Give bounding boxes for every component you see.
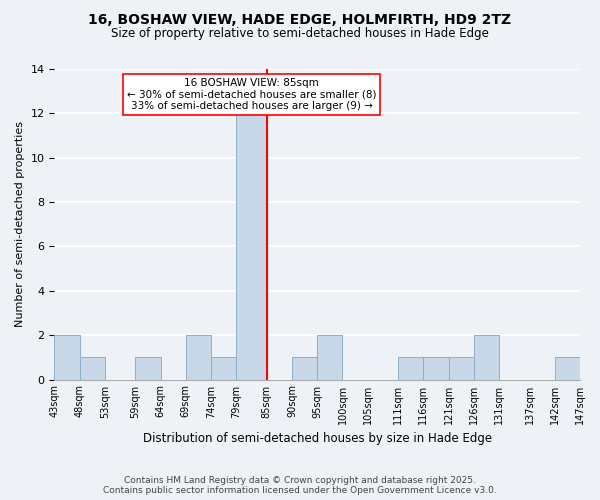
Text: 16, BOSHAW VIEW, HADE EDGE, HOLMFIRTH, HD9 2TZ: 16, BOSHAW VIEW, HADE EDGE, HOLMFIRTH, H… <box>88 12 512 26</box>
Bar <box>211 358 236 380</box>
Bar <box>424 358 449 380</box>
Bar <box>55 335 80 380</box>
Bar <box>186 335 211 380</box>
Bar <box>292 358 317 380</box>
Bar <box>398 358 424 380</box>
Text: Size of property relative to semi-detached houses in Hade Edge: Size of property relative to semi-detach… <box>111 28 489 40</box>
Y-axis label: Number of semi-detached properties: Number of semi-detached properties <box>15 122 25 328</box>
Bar <box>555 358 580 380</box>
Bar <box>80 358 105 380</box>
Bar <box>449 358 474 380</box>
Bar <box>474 335 499 380</box>
X-axis label: Distribution of semi-detached houses by size in Hade Edge: Distribution of semi-detached houses by … <box>143 432 492 445</box>
Bar <box>135 358 161 380</box>
Text: 16 BOSHAW VIEW: 85sqm
← 30% of semi-detached houses are smaller (8)
33% of semi-: 16 BOSHAW VIEW: 85sqm ← 30% of semi-deta… <box>127 78 376 111</box>
Bar <box>236 114 266 380</box>
Text: Contains HM Land Registry data © Crown copyright and database right 2025.
Contai: Contains HM Land Registry data © Crown c… <box>103 476 497 495</box>
Bar <box>317 335 343 380</box>
